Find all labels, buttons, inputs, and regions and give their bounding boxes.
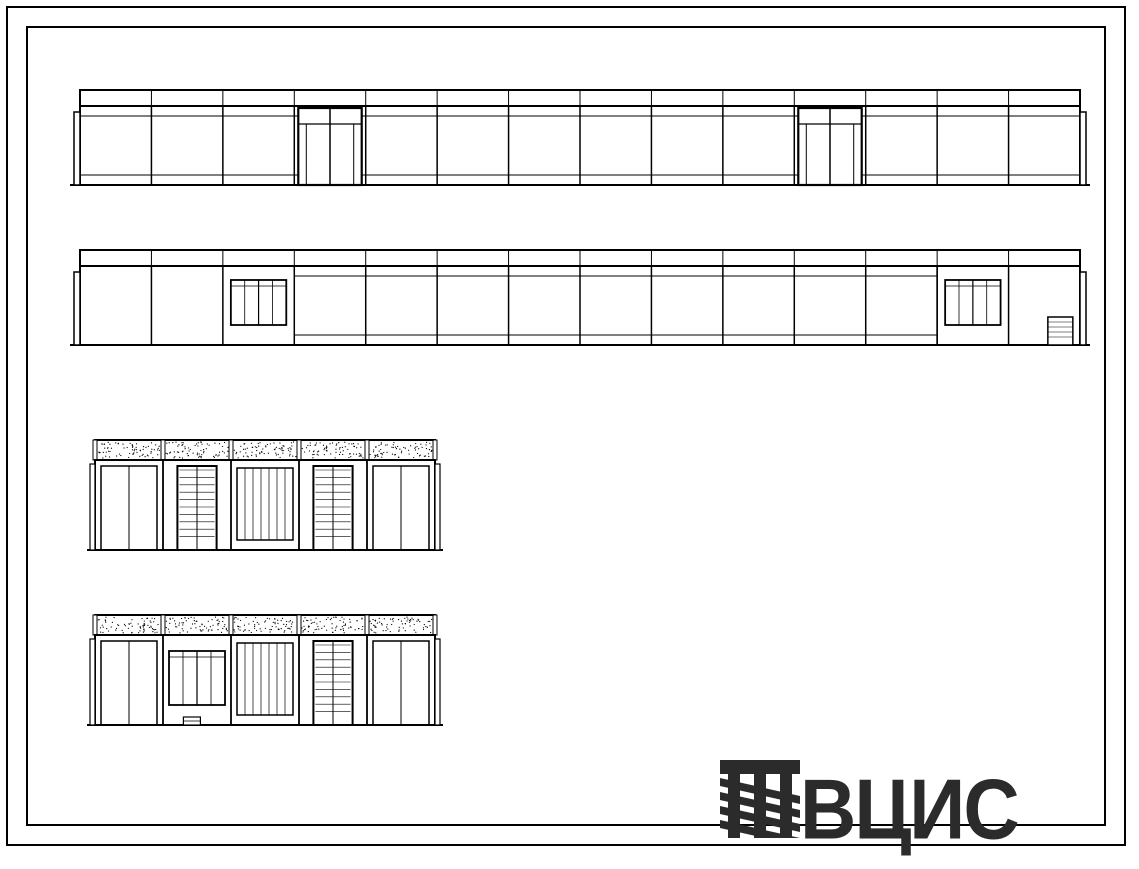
drawing-canvas [0, 0, 1139, 869]
logo-icon [720, 760, 800, 838]
logo-text: ВЦИС [800, 766, 1018, 852]
